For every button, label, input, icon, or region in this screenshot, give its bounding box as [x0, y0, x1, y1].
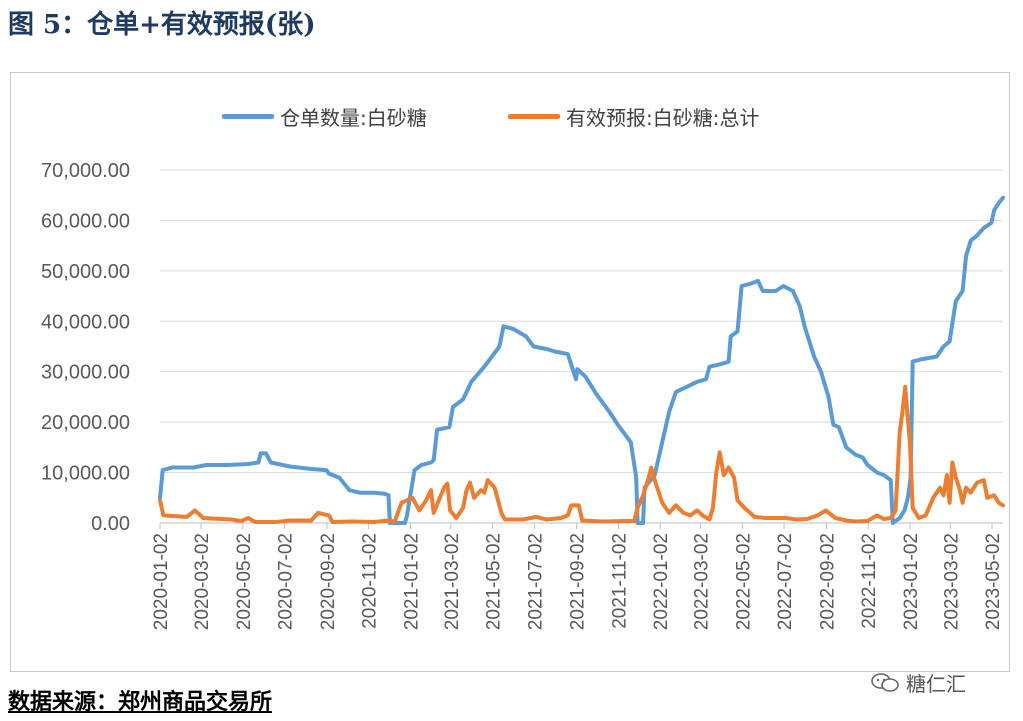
legend-swatch-blue	[222, 114, 274, 119]
x-tick-label: 2022-05-02	[733, 533, 754, 630]
legend-label: 仓单数量:白砂糖	[280, 106, 427, 130]
x-tick-label: 2023-01-02	[901, 533, 922, 630]
x-tick-label: 2023-05-02	[983, 533, 1004, 630]
x-tick-label: 2022-11-02	[859, 533, 880, 629]
x-tick-label: 2020-03-02	[192, 533, 213, 630]
x-tick-label: 2022-07-02	[775, 533, 796, 630]
y-tick-label: 0.00	[91, 513, 130, 535]
wechat-icon	[871, 672, 899, 692]
x-tick-label: 2020-05-02	[234, 533, 255, 630]
x-tick-label: 2020-01-02	[151, 533, 172, 630]
legend-swatch-orange	[508, 114, 560, 119]
y-tick-label: 30,000.00	[41, 362, 130, 384]
x-tick-label: 2021-07-02	[525, 533, 546, 630]
y-tick-label: 60,000.00	[41, 210, 130, 232]
legend-label: 有效预报:白砂糖:总计	[566, 106, 760, 130]
figure-title: 图 5：仓单+有效预报(张)	[8, 10, 316, 40]
x-tick-label: 2020-11-02	[360, 533, 381, 629]
legend-item-warehouse-receipts: 仓单数量:白砂糖	[222, 102, 427, 131]
x-tick-label: 2021-03-02	[442, 533, 463, 630]
y-tick-label: 40,000.00	[41, 311, 130, 333]
legend-item-valid-forecast: 有效预报:白砂糖:总计	[508, 102, 759, 131]
y-tick-label: 50,000.00	[41, 261, 130, 283]
chart-legend: 仓单数量:白砂糖 有效预报:白砂糖:总计	[0, 100, 1023, 134]
x-tick-label: 2023-03-02	[941, 533, 962, 630]
watermark: 糖仁汇	[870, 668, 966, 697]
x-tick-label: 2021-05-02	[484, 533, 505, 630]
x-tick-label: 2021-01-02	[401, 533, 422, 630]
x-tick-label: 2022-03-02	[692, 533, 713, 630]
y-tick-label: 10,000.00	[41, 463, 130, 485]
x-tick-label: 2021-11-02	[609, 533, 630, 629]
x-tick-label: 2022-01-02	[651, 533, 672, 630]
x-tick-label: 2021-09-02	[568, 533, 589, 630]
x-tick-label: 2022-09-02	[817, 533, 838, 630]
y-tick-label: 20,000.00	[41, 412, 130, 434]
x-tick-label: 2020-09-02	[318, 533, 339, 630]
y-tick-label: 70,000.00	[41, 160, 130, 182]
watermark-text: 糖仁汇	[906, 672, 966, 696]
series-line-warehouse-receipts	[158, 195, 1005, 525]
data-source: 数据来源：郑州商品交易所	[8, 689, 273, 715]
series-line-valid-forecast	[158, 384, 1005, 524]
x-tick-label: 2020-07-02	[276, 533, 297, 630]
